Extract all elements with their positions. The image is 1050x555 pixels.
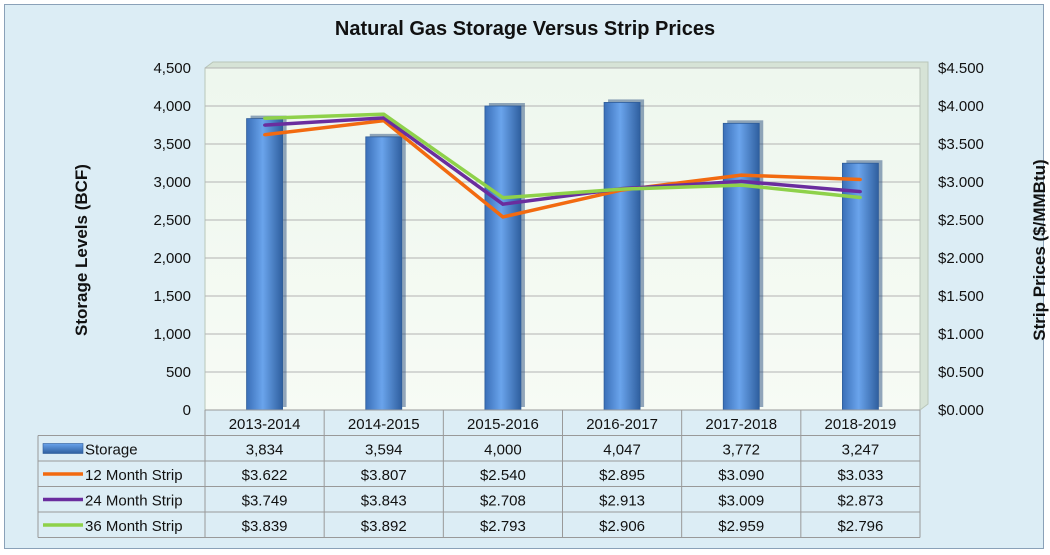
y-right-tick-label: $2.500 bbox=[938, 212, 984, 229]
legend-label: 36 Month Strip bbox=[85, 518, 183, 535]
y-left-tick-label: 2,500 bbox=[153, 212, 191, 229]
y-left-tick-label: 1,000 bbox=[153, 326, 191, 343]
series-point bbox=[858, 190, 862, 194]
bar-storage bbox=[365, 136, 403, 411]
series-point bbox=[501, 215, 505, 219]
data-label: $3.090 bbox=[718, 467, 764, 484]
series-line-2 bbox=[264, 116, 861, 206]
series-point bbox=[263, 116, 267, 120]
data-label: $3.009 bbox=[718, 493, 764, 510]
data-label: 4,000 bbox=[484, 442, 522, 459]
series-point bbox=[263, 123, 267, 127]
legend-label: 12 Month Strip bbox=[85, 467, 183, 484]
y-right-tick-label: $4.500 bbox=[938, 60, 984, 77]
x-tick-label: 2018-2019 bbox=[825, 416, 897, 433]
bar-storage bbox=[246, 118, 283, 411]
x-tick-label: 2016-2017 bbox=[586, 416, 658, 433]
y-left-tick-label: 4,000 bbox=[153, 98, 191, 115]
y-left-tick-label: 500 bbox=[166, 364, 191, 381]
y-left-tick-label: 1,500 bbox=[153, 288, 191, 305]
series-point bbox=[382, 116, 386, 120]
data-label: 3,594 bbox=[365, 442, 403, 459]
x-tick-label: 2017-2018 bbox=[705, 416, 777, 433]
series-point bbox=[501, 202, 505, 206]
y-right-tick-label: $0.500 bbox=[938, 364, 984, 381]
series-line-1 bbox=[264, 118, 861, 219]
plot-area bbox=[204, 67, 921, 411]
y-right-tick-label: $1.500 bbox=[938, 288, 984, 305]
legend-label: Storage bbox=[85, 442, 138, 459]
series-point bbox=[858, 177, 862, 181]
y-left-tick-label: 4,500 bbox=[153, 60, 191, 77]
y-right-tick-label: $4.000 bbox=[938, 98, 984, 115]
series-point bbox=[620, 187, 624, 191]
data-label: $3.892 bbox=[361, 518, 407, 535]
data-label: 3,247 bbox=[842, 442, 880, 459]
data-label: $2.873 bbox=[837, 493, 883, 510]
series-point bbox=[263, 133, 267, 137]
x-tick-label: 2015-2016 bbox=[467, 416, 539, 433]
series-line-3 bbox=[264, 112, 861, 200]
data-label: $2.895 bbox=[599, 467, 645, 484]
y-left-tick-label: 2,000 bbox=[153, 250, 191, 267]
legend-label: 24 Month Strip bbox=[85, 493, 183, 510]
data-label: $3.843 bbox=[361, 493, 407, 510]
data-label: 3,772 bbox=[722, 442, 760, 459]
bar-storage bbox=[603, 102, 641, 411]
bar-storage bbox=[484, 105, 522, 411]
series-point bbox=[739, 183, 743, 187]
bar-storage bbox=[722, 122, 760, 411]
data-label: 3,834 bbox=[246, 442, 284, 459]
data-label: $2.540 bbox=[480, 467, 526, 484]
chart-title: Natural Gas Storage Versus Strip Prices bbox=[334, 18, 716, 40]
y-right-tick-label: $3.000 bbox=[938, 174, 984, 191]
data-label: 4,047 bbox=[603, 442, 641, 459]
x-tick-label: 2014-2015 bbox=[348, 416, 420, 433]
data-label: $3.839 bbox=[242, 518, 288, 535]
data-label: $2.793 bbox=[480, 518, 526, 535]
series-point bbox=[739, 173, 743, 177]
series-point bbox=[858, 196, 862, 200]
data-label: $3.033 bbox=[837, 467, 883, 484]
series-point bbox=[501, 196, 505, 200]
y-left-tick-label: 3,500 bbox=[153, 136, 191, 153]
data-label: $2.708 bbox=[480, 493, 526, 510]
data-label: $2.913 bbox=[599, 493, 645, 510]
y-left-tick-label: 3,000 bbox=[153, 174, 191, 191]
y-right-tick-label: $0.000 bbox=[938, 402, 984, 419]
data-label: $3.622 bbox=[242, 467, 288, 484]
series-point bbox=[739, 179, 743, 183]
legend-key-storage bbox=[42, 443, 84, 454]
data-label: $3.749 bbox=[242, 493, 288, 510]
y-right-tick-label: $1.000 bbox=[938, 326, 984, 343]
data-label: $2.796 bbox=[837, 518, 883, 535]
bar-storage bbox=[842, 162, 879, 411]
y-right-tick-label: $3.500 bbox=[938, 136, 984, 153]
y-left-tick-label: 0 bbox=[183, 402, 191, 419]
x-tick-label: 2013-2014 bbox=[229, 416, 301, 433]
data-label: $2.959 bbox=[718, 518, 764, 535]
series-point bbox=[382, 112, 386, 116]
data-label: $2.906 bbox=[599, 518, 645, 535]
data-label: $3.807 bbox=[361, 467, 407, 484]
y-right-tick-label: $2.000 bbox=[938, 250, 984, 267]
